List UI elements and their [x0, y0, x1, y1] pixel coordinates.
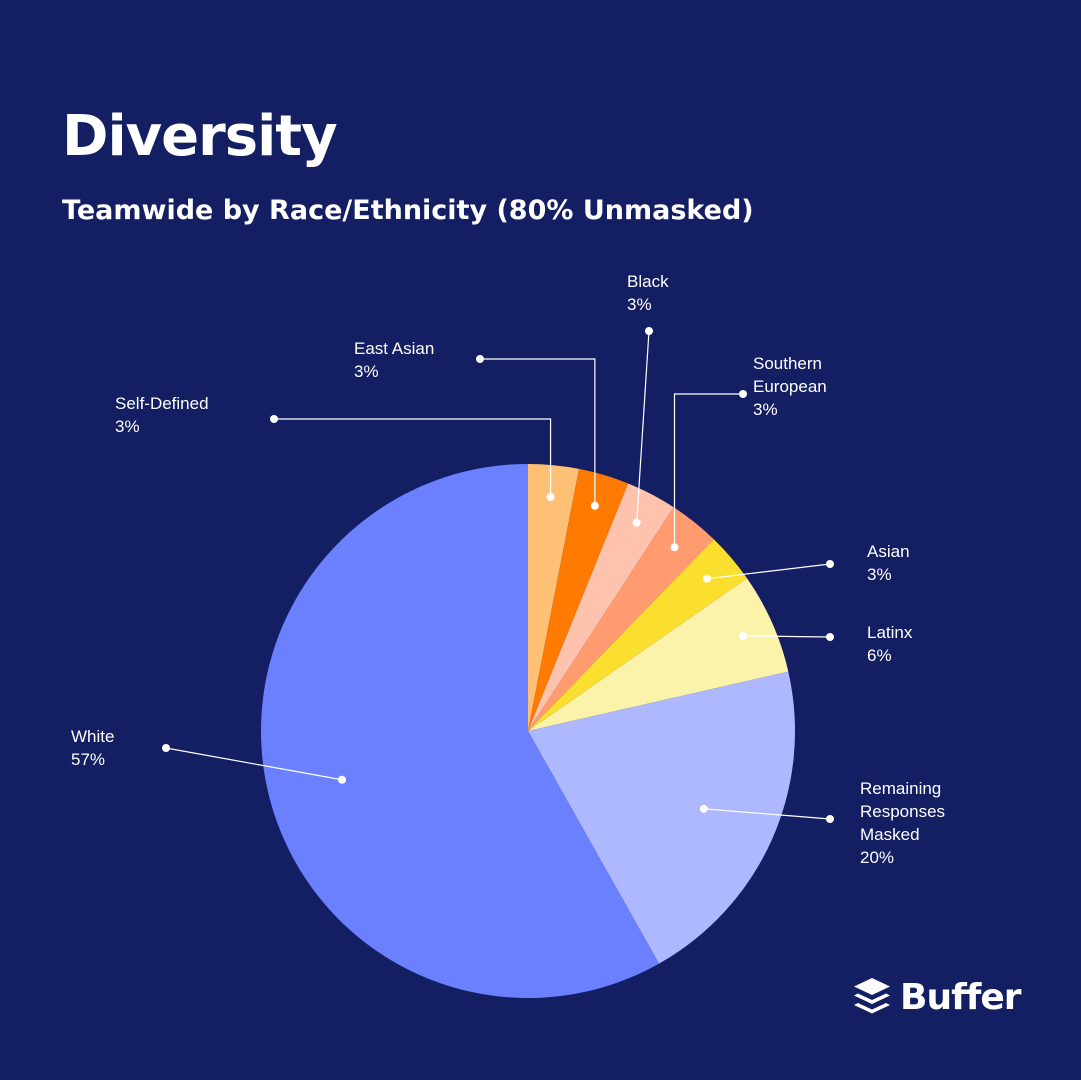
slice-label-east_asian: East Asian 3%: [354, 337, 434, 383]
slice-label-southern_european: Southern European 3%: [753, 352, 827, 421]
slice-label-white: White 57%: [71, 725, 114, 771]
pie-slice-latinx: [528, 578, 789, 731]
pie-slice-east_asian: [528, 468, 629, 731]
slice-label-value: 3%: [354, 362, 379, 381]
pie-slice-white: [261, 464, 660, 999]
leader-dot-black-start: [632, 518, 641, 527]
leader-line-east_asian: [480, 358, 596, 506]
leader-line-asian: [706, 563, 831, 580]
leader-dot-east_asian-start: [590, 501, 599, 510]
slice-label-remaining: Remaining Responses Masked 20%: [860, 777, 945, 869]
slice-label-value: 3%: [115, 417, 140, 436]
leader-dot-asian-start: [702, 574, 711, 583]
buffer-wordmark: Buffer: [900, 976, 1022, 1018]
slice-label-name: Responses: [860, 802, 946, 821]
leader-dot-self_defined-start: [546, 493, 555, 502]
pie-slices: [261, 464, 795, 999]
leader-line-southern_european: [673, 393, 743, 548]
pie-slice-remaining: [528, 671, 795, 964]
slice-label-name: European: [753, 377, 827, 396]
pie-slice-southern_european: [528, 507, 714, 731]
pie-slice-black: [528, 483, 674, 731]
slice-label-name: Asian: [867, 542, 910, 561]
slice-label-asian: Asian 3%: [867, 540, 910, 586]
slice-label-name: Southern: [753, 354, 822, 373]
pie-slice-asian: [528, 539, 747, 731]
slice-label-name: Latinx: [867, 623, 913, 642]
slice-label-self_defined: Self-Defined 3%: [115, 392, 209, 438]
slice-label-name: Masked: [860, 825, 920, 844]
leader-line-white: [165, 747, 343, 781]
pie-slice-self_defined: [528, 464, 580, 731]
slice-label-name: Remaining: [860, 779, 942, 798]
leader-dot-asian-end: [826, 560, 834, 568]
slice-label-value: 20%: [860, 848, 895, 867]
slice-label-name: White: [71, 727, 115, 746]
leader-dot-remaining-start: [699, 804, 708, 813]
leader-line-latinx: [742, 635, 831, 638]
leader-dot-black-end: [645, 327, 653, 335]
buffer-stack-icon: [854, 978, 890, 1014]
leader-dot-southern_european-end: [739, 390, 747, 398]
leader-dot-latinx-end: [826, 633, 834, 641]
slice-label-value: 6%: [867, 646, 892, 665]
leader-dot-self_defined-end: [270, 415, 278, 423]
slice-label-value: 3%: [753, 400, 778, 419]
slice-label-latinx: Latinx 6%: [867, 621, 912, 667]
slice-label-value: 57%: [71, 750, 106, 769]
chart-subtitle: Teamwide by Race/Ethnicity (80% Unmasked…: [62, 195, 754, 226]
slice-label-name: East Asian: [354, 339, 435, 358]
slice-label-name: Black: [627, 272, 669, 291]
leader-dot-white-end: [162, 744, 170, 752]
leader-line-remaining: [703, 808, 831, 820]
leader-line-self_defined: [274, 418, 552, 498]
leader-lines: [162, 327, 834, 823]
slice-label-black: Black 3%: [627, 270, 669, 316]
chart-title: Diversity: [62, 104, 338, 169]
leader-dot-white-start: [338, 775, 347, 784]
slice-label-value: 3%: [627, 295, 652, 314]
buffer-logo: Buffer: [852, 976, 1022, 1018]
leader-dot-latinx-start: [738, 631, 747, 640]
slice-label-name: Self-Defined: [115, 394, 209, 413]
leader-dot-east_asian-end: [476, 355, 484, 363]
leader-dot-southern_european-start: [670, 543, 679, 552]
leader-dot-remaining-end: [826, 815, 834, 823]
leader-line-black: [636, 330, 650, 523]
slice-label-value: 3%: [867, 565, 892, 584]
